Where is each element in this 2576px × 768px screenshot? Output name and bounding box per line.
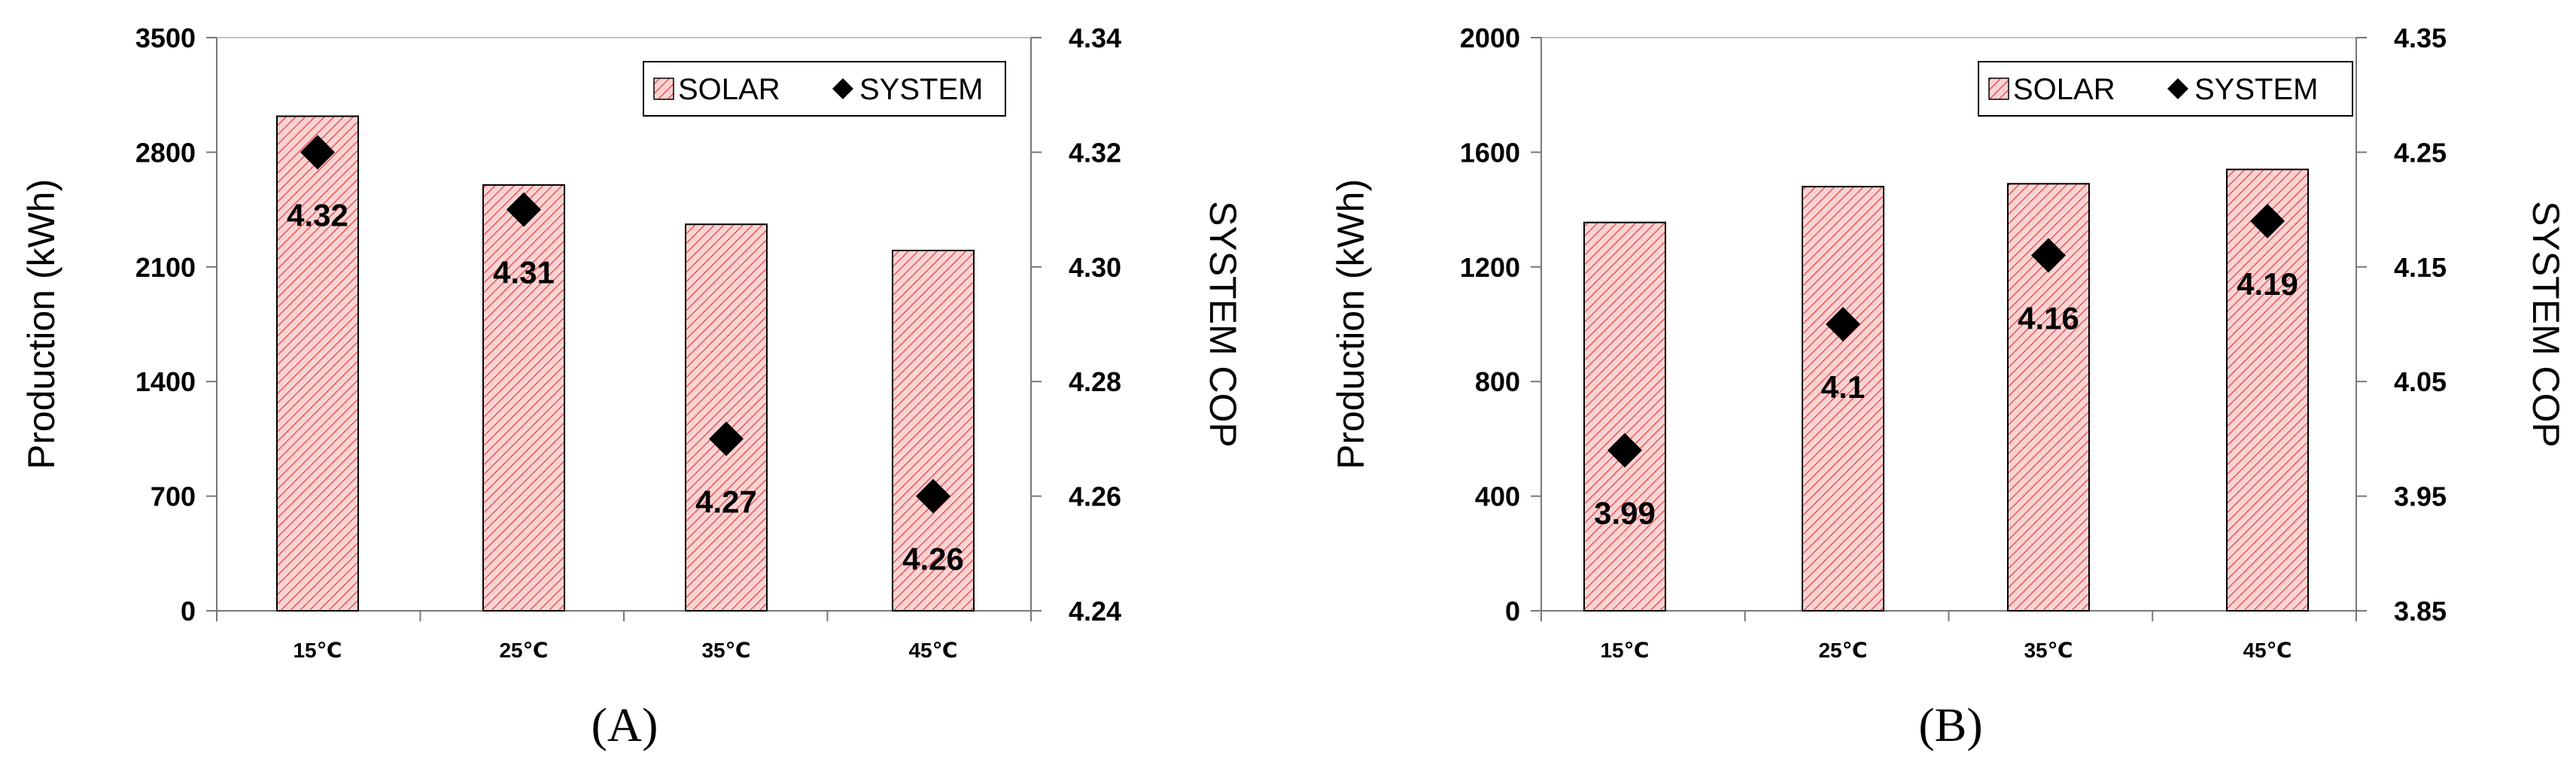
system-marker <box>916 478 950 514</box>
y-axis-title: Production (kWh) <box>20 179 62 469</box>
x-tick-label: 15℃ <box>293 639 342 662</box>
x-tick-label: 45℃ <box>2243 639 2292 662</box>
system-marker <box>2031 238 2066 273</box>
solar-bar <box>1802 186 1884 612</box>
y2-axis-title: SYSTEM COP <box>2525 201 2567 448</box>
solar-bar <box>1583 221 1666 612</box>
legend-box <box>643 61 1006 117</box>
y-tick-label: 0 <box>1505 596 1520 627</box>
system-data-label: 4.27 <box>695 484 757 519</box>
legend-solar-swatch <box>1988 77 2009 100</box>
solar-bar <box>892 250 975 612</box>
y2-tick-label: 4.34 <box>1069 23 1121 53</box>
y-tick-label: 400 <box>1475 481 1520 512</box>
y2-tick-label: 4.28 <box>1069 366 1121 397</box>
y-tick-label: 1600 <box>1460 137 1520 168</box>
panel-b: 0 400 800 1200 1600 2000 3.85 3.95 4.05 4.15 4.25 4… <box>1330 23 2567 751</box>
y-tick-label: 2100 <box>135 252 196 283</box>
y-tick-label: 800 <box>1475 366 1520 397</box>
x-tick-label: 35℃ <box>701 639 750 662</box>
system-marker <box>1826 307 1860 342</box>
system-data-label: 4.31 <box>493 255 555 290</box>
y2-tick-label: 3.95 <box>2394 481 2447 512</box>
y2-tick-label: 4.30 <box>1069 252 1121 283</box>
y2-tick-label: 3.85 <box>2394 596 2447 627</box>
panel-label: (A) <box>592 698 658 751</box>
legend-system-marker <box>2167 78 2188 99</box>
x-tick-label: 25℃ <box>1818 639 1867 662</box>
system-marker <box>506 192 541 227</box>
y-tick-label: 1200 <box>1460 252 1520 283</box>
system-marker <box>709 421 744 457</box>
x-tick-label: 45℃ <box>908 639 957 662</box>
system-marker <box>300 135 335 170</box>
system-data-label: 4.1 <box>1821 369 1865 405</box>
solar-bar <box>276 115 359 612</box>
x-tick-label: 25℃ <box>499 639 548 662</box>
y2-tick-label: 4.35 <box>2394 23 2447 53</box>
y2-tick-label: 4.05 <box>2394 366 2447 397</box>
system-marker <box>2250 203 2285 238</box>
y2-tick-label: 4.15 <box>2394 252 2447 283</box>
legend-solar-label: SOLAR <box>2013 73 2115 106</box>
y2-tick-label: 4.32 <box>1069 137 1121 168</box>
legend-system-label: SYSTEM <box>859 73 983 106</box>
y-tick-label: 1400 <box>135 366 196 397</box>
legend-system-marker <box>832 78 853 99</box>
x-tick-label: 35℃ <box>2024 639 2073 662</box>
legend-box <box>1978 61 2353 117</box>
y-tick-label: 2800 <box>135 137 196 168</box>
system-data-label: 4.32 <box>287 197 348 232</box>
legend-solar-swatch <box>653 77 674 100</box>
y-tick-label: 0 <box>181 596 196 627</box>
y2-tick-label: 4.25 <box>2394 137 2447 168</box>
x-tick-label: 15℃ <box>1600 639 1649 662</box>
y-tick-label: 700 <box>151 481 196 512</box>
system-data-label: 3.99 <box>1594 496 1656 531</box>
system-data-label: 4.26 <box>902 542 964 577</box>
y-tick-label: 3500 <box>135 23 196 53</box>
system-data-label: 4.16 <box>2018 301 2079 336</box>
system-data-label: 4.19 <box>2237 266 2298 302</box>
system-marker <box>1607 433 1642 468</box>
solar-bar <box>2226 168 2309 612</box>
legend-system-label: SYSTEM <box>2194 73 2318 106</box>
solar-bar <box>482 184 565 612</box>
y-tick-label: 2000 <box>1460 23 1520 53</box>
solar-bar <box>685 223 768 612</box>
legend-solar-label: SOLAR <box>678 73 780 106</box>
y2-tick-label: 4.24 <box>1069 596 1121 627</box>
y-axis-title: Production (kWh) <box>1330 179 1372 469</box>
panel-a: 0 700 1400 2100 2800 3500 4.24 4.26 4.28 4.30 4.32… <box>20 23 1244 751</box>
panel-label: (B) <box>1918 698 1982 751</box>
y2-tick-label: 4.26 <box>1069 481 1121 512</box>
y2-axis-title: SYSTEM COP <box>1202 201 1244 448</box>
